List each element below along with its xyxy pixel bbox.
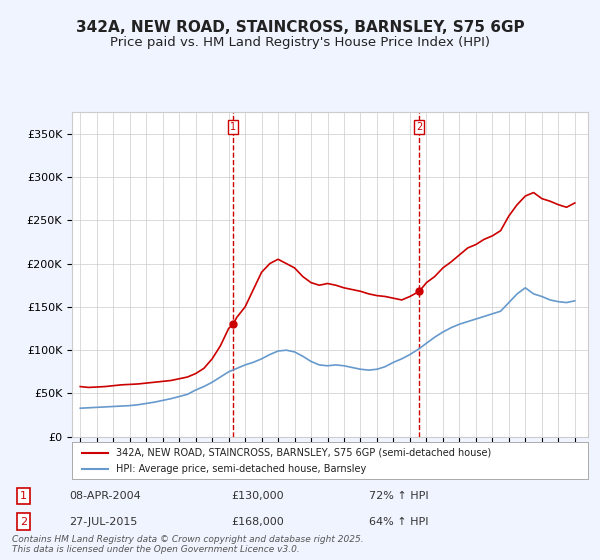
Text: 342A, NEW ROAD, STAINCROSS, BARNSLEY, S75 6GP (semi-detached house): 342A, NEW ROAD, STAINCROSS, BARNSLEY, S7… [116,447,491,458]
Text: Contains HM Land Registry data © Crown copyright and database right 2025.
This d: Contains HM Land Registry data © Crown c… [12,535,364,554]
Text: 2: 2 [20,517,27,526]
Text: HPI: Average price, semi-detached house, Barnsley: HPI: Average price, semi-detached house,… [116,464,366,474]
Text: 27-JUL-2015: 27-JUL-2015 [70,517,138,526]
Text: 72% ↑ HPI: 72% ↑ HPI [369,491,429,501]
Text: 1: 1 [20,491,27,501]
Text: 1: 1 [230,122,236,132]
Text: 08-APR-2004: 08-APR-2004 [70,491,142,501]
Text: 342A, NEW ROAD, STAINCROSS, BARNSLEY, S75 6GP: 342A, NEW ROAD, STAINCROSS, BARNSLEY, S7… [76,20,524,35]
Text: £168,000: £168,000 [231,517,284,526]
Text: Price paid vs. HM Land Registry's House Price Index (HPI): Price paid vs. HM Land Registry's House … [110,36,490,49]
Text: £130,000: £130,000 [231,491,284,501]
Text: 2: 2 [416,122,422,132]
Text: 64% ↑ HPI: 64% ↑ HPI [369,517,428,526]
